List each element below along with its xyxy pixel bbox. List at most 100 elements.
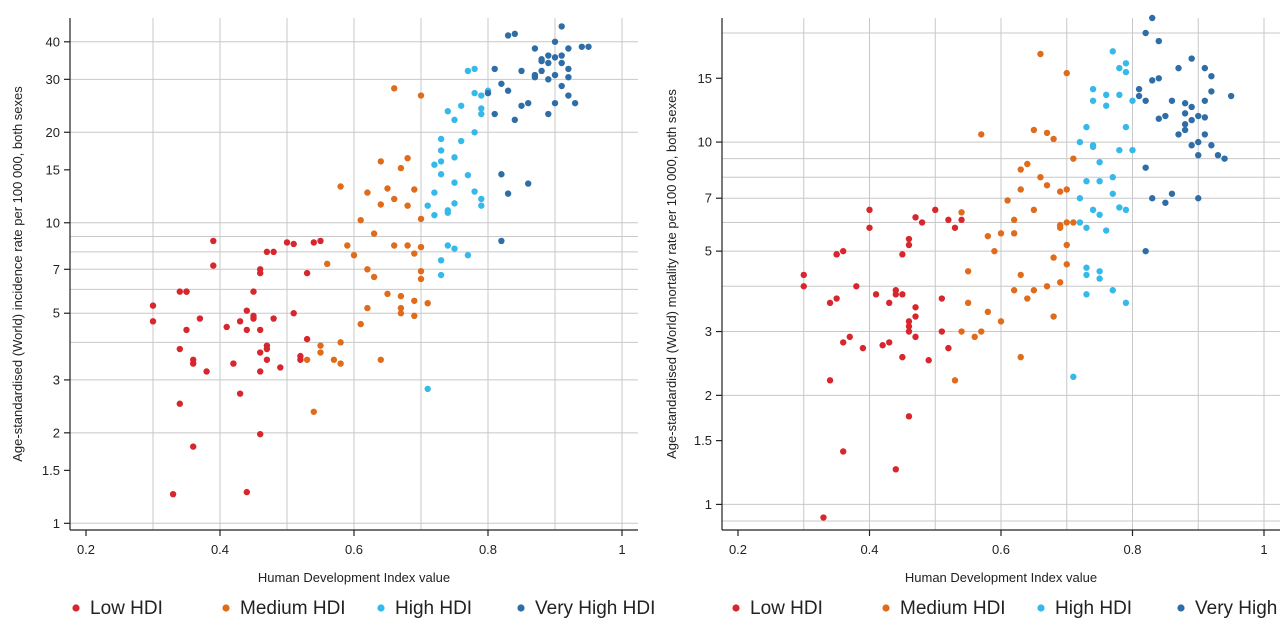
data-point (912, 334, 918, 340)
data-point (925, 357, 931, 363)
data-point (371, 274, 377, 280)
data-point (465, 68, 471, 74)
data-point (337, 360, 343, 366)
data-point (1182, 121, 1188, 127)
data-point (257, 327, 263, 333)
data-point (1031, 207, 1037, 213)
legend-marker (1037, 604, 1044, 611)
data-point (559, 23, 565, 29)
data-point (847, 334, 853, 340)
series-high-hdi (1070, 48, 1136, 380)
y-tick-label: 7 (53, 262, 60, 277)
legend-label: Low HDI (750, 598, 823, 619)
data-point (899, 354, 905, 360)
data-point (230, 360, 236, 366)
data-point (1162, 113, 1168, 119)
legend-label: Very High HDI (535, 598, 655, 619)
data-point (478, 92, 484, 98)
data-point (244, 307, 250, 313)
data-point (1096, 275, 1102, 281)
legend-item: Low HDI (732, 598, 822, 619)
y-tick-label: 10 (698, 135, 712, 150)
data-point (952, 225, 958, 231)
data-point (210, 238, 216, 244)
data-point (1011, 230, 1017, 236)
data-point (404, 155, 410, 161)
data-point (451, 179, 457, 185)
data-point (972, 334, 978, 340)
data-point (552, 100, 558, 106)
data-point (478, 202, 484, 208)
data-point (498, 238, 504, 244)
data-point (317, 238, 323, 244)
data-point (1182, 110, 1188, 116)
data-point (801, 272, 807, 278)
data-point (545, 111, 551, 117)
data-point (371, 230, 377, 236)
data-point (351, 252, 357, 258)
data-point (1188, 104, 1194, 110)
legend-label: Very High HDI (1195, 598, 1282, 619)
data-point (1208, 73, 1214, 79)
data-point (1024, 161, 1030, 167)
y-axis-title: Age-standardised (World) incidence rate … (10, 86, 25, 462)
data-point (1011, 217, 1017, 223)
data-point (364, 266, 370, 272)
data-point (952, 377, 958, 383)
data-point (1123, 124, 1129, 130)
data-point (840, 339, 846, 345)
data-point (304, 357, 310, 363)
data-point (912, 304, 918, 310)
data-point (906, 242, 912, 248)
data-point (1090, 144, 1096, 150)
data-point (364, 189, 370, 195)
data-point (985, 309, 991, 315)
data-point (552, 39, 558, 45)
y-tick-label: 1.5 (694, 433, 712, 448)
data-point (978, 328, 984, 334)
data-point (912, 313, 918, 319)
legend-item: Very High HDI (517, 598, 655, 619)
data-point (1064, 261, 1070, 267)
legend-label: High HDI (395, 598, 472, 619)
data-point (1195, 139, 1201, 145)
y-tick-label: 1.5 (42, 463, 60, 478)
data-point (1202, 114, 1208, 120)
data-point (1156, 75, 1162, 81)
x-tick-label: 0.8 (1123, 542, 1141, 557)
data-point (384, 185, 390, 191)
legend-marker (222, 604, 229, 611)
data-point (304, 270, 310, 276)
data-point (150, 318, 156, 324)
data-point (1123, 300, 1129, 306)
data-point (445, 108, 451, 114)
data-point (1169, 191, 1175, 197)
data-point (899, 251, 905, 257)
data-point (391, 242, 397, 248)
data-point (1096, 212, 1102, 218)
data-point (1149, 77, 1155, 83)
data-point (1228, 93, 1234, 99)
legend-marker (1177, 604, 1184, 611)
data-point (505, 190, 511, 196)
data-point (264, 342, 270, 348)
data-point (906, 323, 912, 329)
data-point (1156, 116, 1162, 122)
data-point (438, 136, 444, 142)
data-point (1149, 15, 1155, 21)
data-point (1169, 98, 1175, 104)
data-point (378, 201, 384, 207)
data-point (912, 214, 918, 220)
data-point (418, 268, 424, 274)
legend-marker (377, 604, 384, 611)
y-tick-label: 40 (46, 34, 60, 49)
data-point (378, 357, 384, 363)
data-point (438, 272, 444, 278)
data-point (1215, 152, 1221, 158)
data-point (478, 105, 484, 111)
vertical-gridlines (804, 18, 1264, 530)
data-point (1090, 207, 1096, 213)
data-point (545, 60, 551, 66)
data-point (1083, 225, 1089, 231)
data-point (579, 44, 585, 50)
